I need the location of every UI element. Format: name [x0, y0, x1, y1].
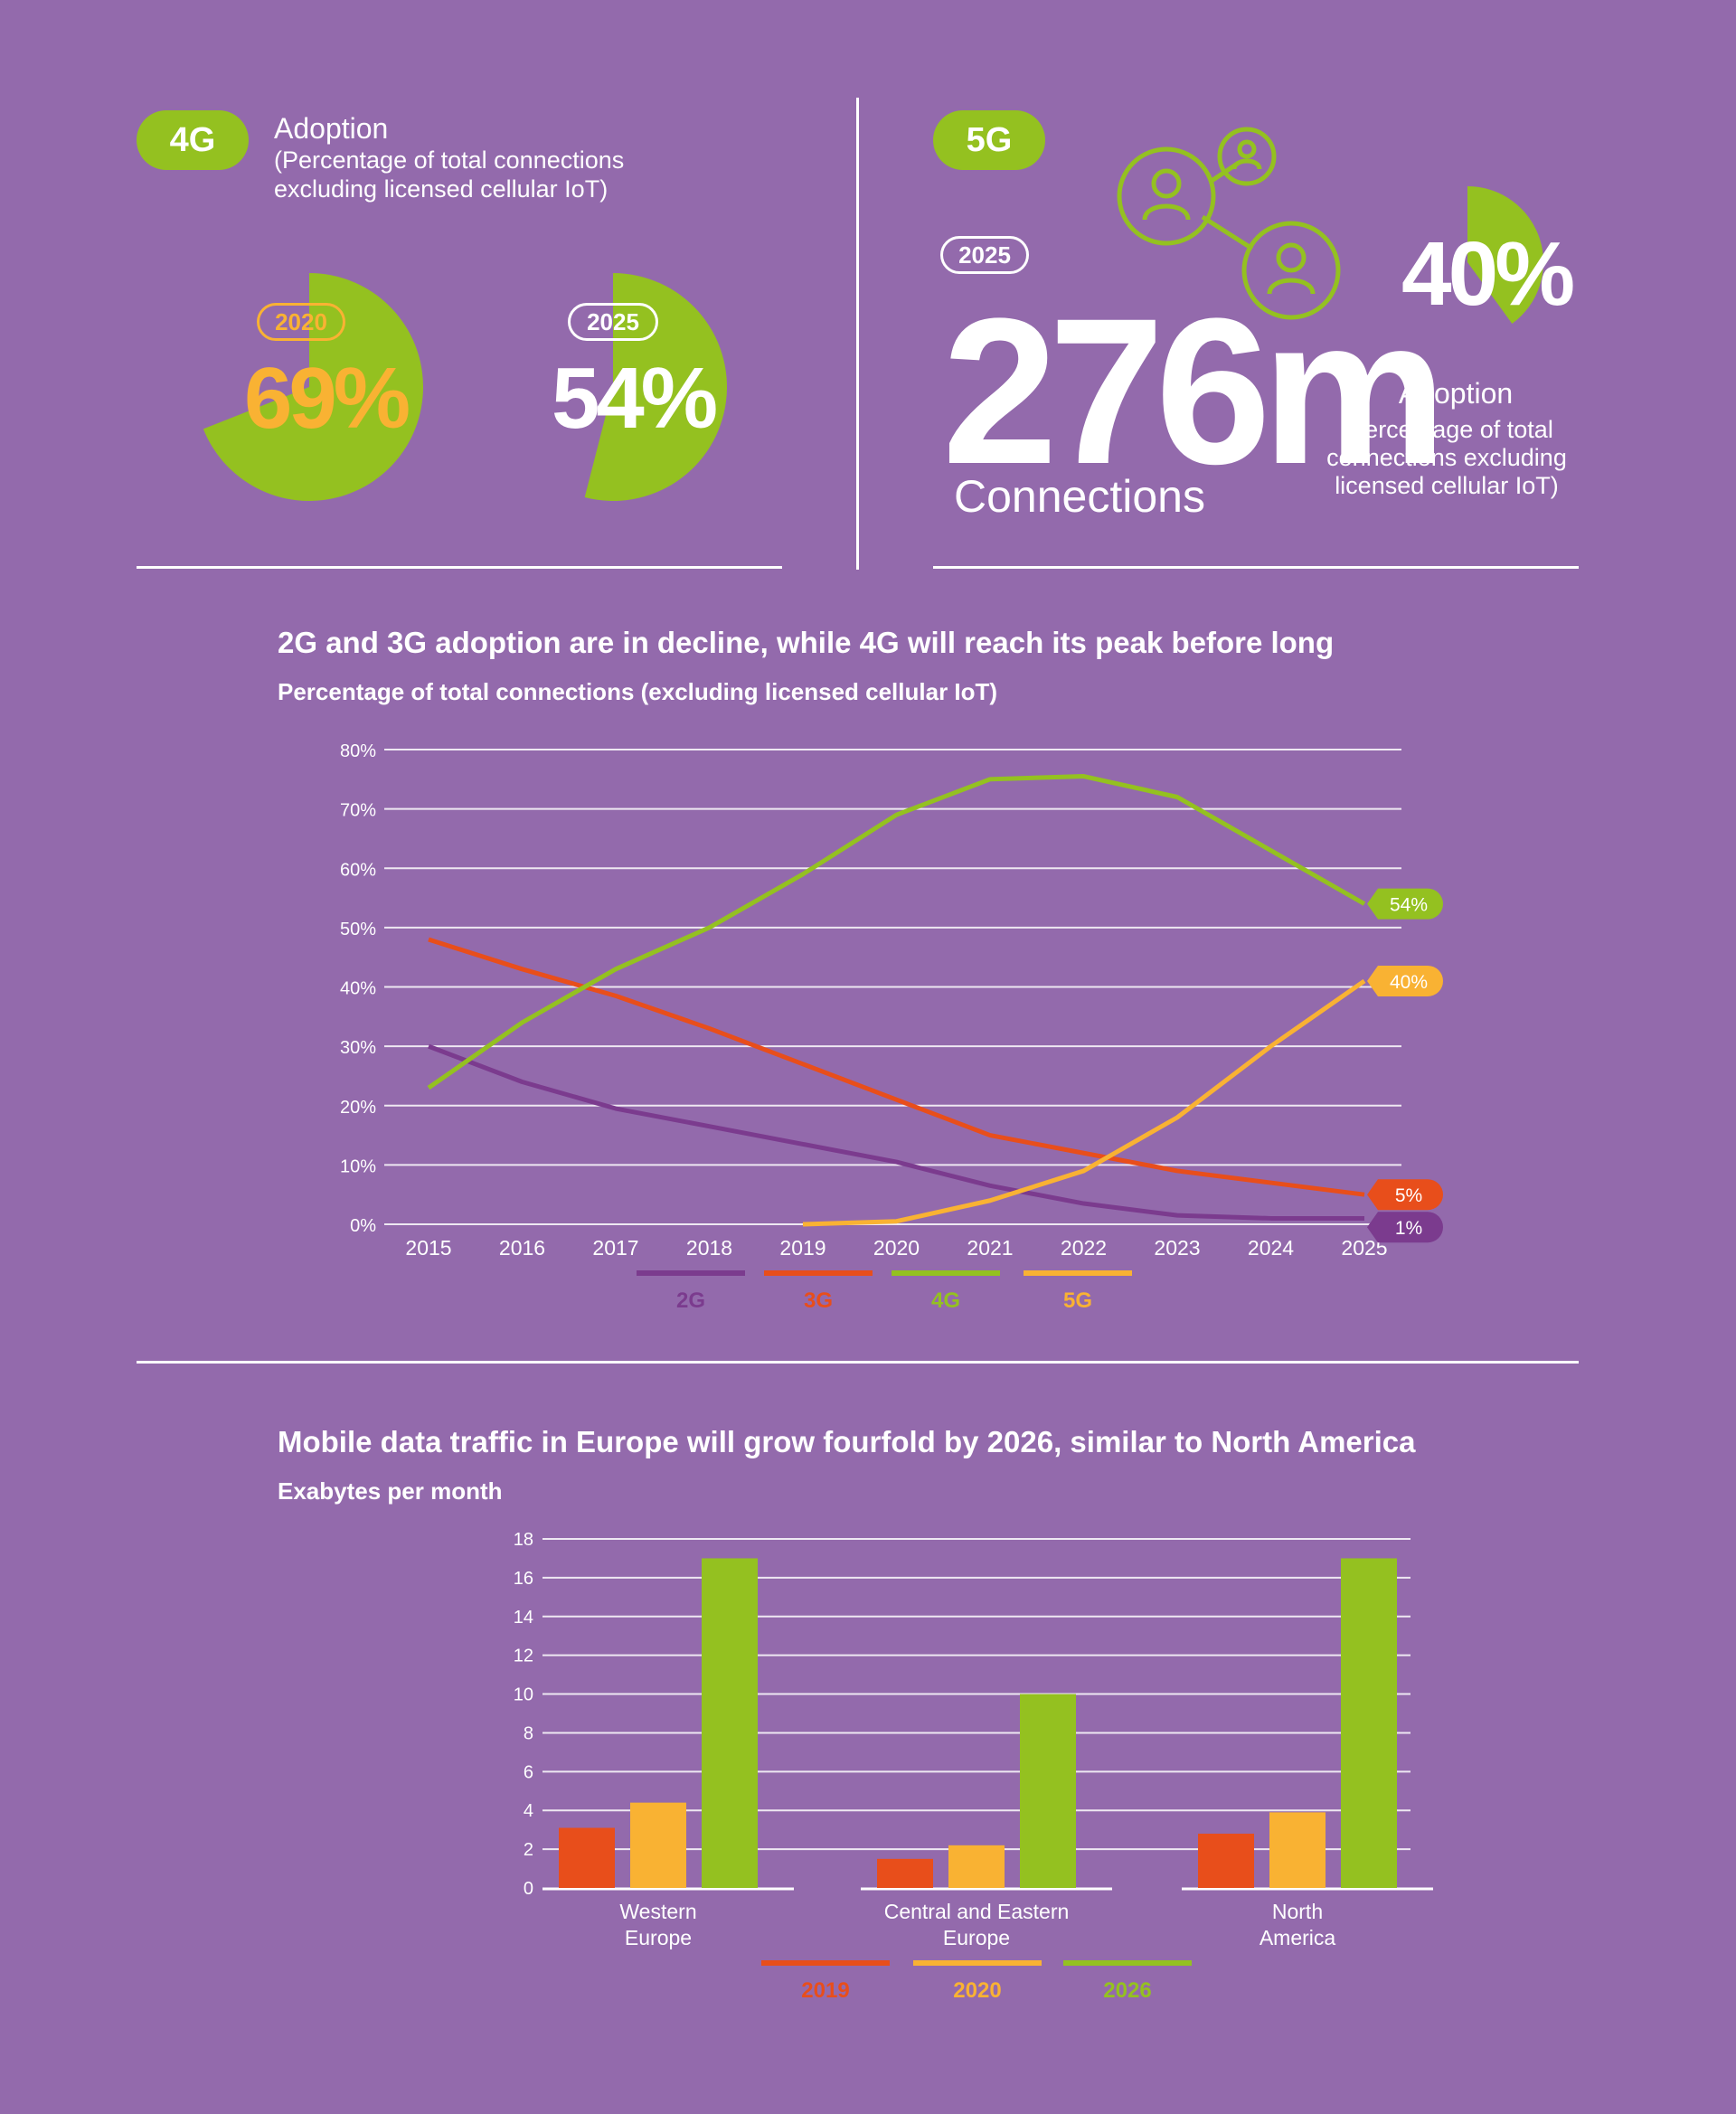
legend-label-3g: 3G — [804, 1288, 833, 1313]
end-label-tag-2g — [1367, 1212, 1443, 1243]
adoption-title-4g: Adoption — [274, 112, 389, 145]
y-tick-label: 30% — [340, 1038, 376, 1058]
y-tick-label: 0 — [524, 1879, 533, 1899]
tag-4g: 4G — [137, 110, 249, 170]
pie-4g-2025 — [584, 273, 727, 501]
x-tick-label: 2020 — [873, 1236, 920, 1260]
x-tick-label: 2022 — [1061, 1236, 1107, 1260]
end-label-tag-5g — [1367, 965, 1443, 996]
x-tick-label: 2024 — [1248, 1236, 1294, 1260]
line-chart-subtitle: Percentage of total connections (excludi… — [278, 678, 998, 705]
line-chart: 0% 10% 20% 30% 40% 50% 60% 70% 80% 2015 2016 2017 20… — [340, 741, 1443, 1313]
divider-middle — [137, 1361, 1579, 1364]
series-line-2g — [428, 1043, 1364, 1221]
y-tick-label: 40% — [340, 979, 376, 999]
bar-2019-2 — [1198, 1833, 1254, 1888]
pie-value-5g: 40% — [1401, 223, 1575, 325]
legend-label-2g: 2G — [676, 1288, 705, 1313]
category-label: Europe — [625, 1926, 692, 1949]
divider-right-bottom — [933, 566, 1579, 569]
legend-label-4g: 4G — [931, 1288, 960, 1313]
divider-left-bottom — [137, 566, 782, 569]
line-chart-title: 2G and 3G adoption are in decline, while… — [278, 626, 1335, 659]
x-tick-label: 2018 — [686, 1236, 732, 1260]
series-line-4g — [427, 774, 1366, 1090]
bar-2020-1 — [948, 1845, 1005, 1888]
y-tick-label: 20% — [340, 1098, 376, 1118]
bar-chart-title: Mobile data traffic in Europe will grow … — [278, 1425, 1416, 1458]
pie-slice-5g-2025 — [1467, 186, 1543, 324]
end-label-4g: 54% — [1390, 895, 1428, 916]
y-tick-label: 18 — [514, 1530, 533, 1550]
tag-5g: 5G — [933, 110, 1045, 170]
connections-label: Connections — [954, 471, 1205, 522]
adoption-subtitle-5g-line2: connections excluding — [1326, 444, 1567, 471]
series-line-5g — [802, 978, 1366, 1227]
end-label-tag-4g — [1367, 888, 1443, 920]
y-tick-label: 60% — [340, 860, 376, 880]
bar-chart: 0 2 4 6 8 10 12 14 16 18 Western Europe Central and … — [514, 1530, 1433, 2003]
adoption-subtitle-5g-line3: licensed cellular IoT) — [1335, 472, 1559, 499]
pie-slice-4g-2020 — [203, 273, 423, 501]
bar-chart-subtitle: Exabytes per month — [278, 1477, 503, 1505]
pie-5g-2025 — [1467, 186, 1543, 324]
category-label: Central and Eastern — [884, 1900, 1070, 1923]
x-tick-label: 2015 — [405, 1236, 451, 1260]
adoption-subtitle-4g-line1: (Percentage of total connections — [274, 146, 625, 174]
end-label-5g: 40% — [1390, 972, 1428, 993]
adoption-subtitle-5g-line1: (Percentage of total — [1340, 416, 1553, 443]
adoption-title-5g: Adoption — [1398, 377, 1514, 410]
year-badge-2020: 2020 — [257, 303, 345, 341]
connections-value: 276m — [942, 275, 1447, 507]
series-line-3g — [428, 937, 1365, 1197]
pie-slice-4g-2025 — [584, 273, 727, 501]
y-tick-label: 80% — [340, 741, 376, 761]
year-badge-2025-4g: 2025 — [568, 303, 658, 341]
end-label-tag-3g — [1367, 1179, 1443, 1211]
bar-2026-1 — [1020, 1694, 1076, 1888]
legend-label-2026: 2026 — [1103, 1978, 1151, 2003]
people-network-icon — [1117, 127, 1341, 320]
y-tick-label: 10% — [340, 1156, 376, 1176]
pie-value-4g-2020: 69% — [244, 350, 410, 447]
x-tick-label: 2019 — [779, 1236, 826, 1260]
adoption-subtitle-4g-line2: excluding licensed cellular IoT) — [274, 175, 609, 203]
y-tick-label: 0% — [350, 1216, 376, 1236]
y-tick-label: 14 — [514, 1608, 533, 1628]
pie-4g-2020 — [203, 273, 423, 501]
bar-2019-0 — [559, 1827, 615, 1888]
bar-2026-0 — [702, 1558, 758, 1888]
category-label: North — [1272, 1900, 1323, 1923]
x-tick-label: 2017 — [592, 1236, 638, 1260]
y-tick-label: 50% — [340, 920, 376, 939]
end-label-2g: 1% — [1395, 1218, 1422, 1239]
y-tick-label: 70% — [340, 801, 376, 821]
category-label: America — [1260, 1926, 1336, 1949]
y-tick-label: 6 — [524, 1762, 533, 1782]
y-tick-label: 8 — [524, 1723, 533, 1743]
divider-vertical — [856, 98, 859, 570]
bar-2020-0 — [630, 1802, 686, 1888]
legend-label-5g: 5G — [1063, 1288, 1092, 1313]
legend-label-2020: 2020 — [953, 1978, 1001, 2003]
legend-label-2019: 2019 — [801, 1978, 849, 2003]
y-tick-label: 16 — [514, 1569, 533, 1589]
category-label: Western — [619, 1900, 696, 1923]
pie-value-4g-2025: 54% — [552, 350, 718, 447]
x-tick-label: 2021 — [967, 1236, 1013, 1260]
x-tick-label: 2023 — [1154, 1236, 1200, 1260]
end-label-3g: 5% — [1395, 1185, 1422, 1206]
y-tick-label: 12 — [514, 1647, 533, 1666]
bar-2019-1 — [877, 1858, 933, 1888]
y-tick-label: 2 — [524, 1840, 533, 1860]
year-badge-2025-5g: 2025 — [940, 236, 1029, 274]
y-tick-label: 4 — [524, 1801, 533, 1821]
bar-2020-2 — [1269, 1812, 1326, 1888]
bar-2026-2 — [1341, 1558, 1397, 1888]
x-tick-label: 2016 — [499, 1236, 545, 1260]
category-label: Europe — [943, 1926, 1010, 1949]
y-tick-label: 10 — [514, 1685, 533, 1705]
